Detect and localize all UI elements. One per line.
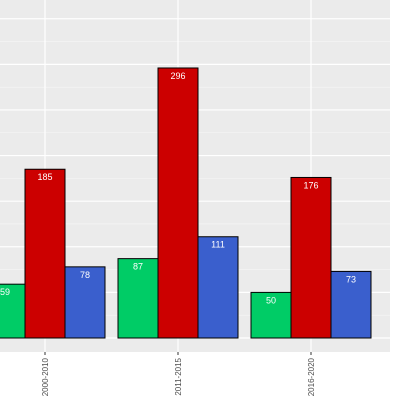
bar xyxy=(0,283,26,339)
bar xyxy=(330,270,372,339)
bar-value-label: 78 xyxy=(80,270,90,280)
x-tick-label: 2011-2015 xyxy=(174,357,183,395)
x-axis-ticks: 2000-2010 2011-2015 2016-2020 xyxy=(41,352,316,396)
bar-value-label: 176 xyxy=(303,180,318,190)
x-tick-label: 2000-2010 xyxy=(41,357,50,396)
bar-value-label: 185 xyxy=(37,172,52,182)
bar-value-label: 87 xyxy=(133,262,143,272)
bar-value-label: 296 xyxy=(170,71,185,81)
bar xyxy=(250,291,292,339)
bar-value-label: 73 xyxy=(346,274,356,284)
bar xyxy=(157,67,199,339)
bar-value-label: 50 xyxy=(266,295,276,305)
bar xyxy=(64,266,106,339)
bar xyxy=(197,236,239,339)
data-labels: 59 185 78 87 296 111 50 176 73 xyxy=(0,71,356,305)
bar xyxy=(117,258,159,339)
x-tick-label: 2016-2020 xyxy=(307,357,316,396)
bar-value-label: 111 xyxy=(211,240,225,250)
bar-value-label: 59 xyxy=(0,287,10,297)
bars xyxy=(0,67,372,339)
bar xyxy=(290,176,332,339)
bar xyxy=(24,168,66,339)
